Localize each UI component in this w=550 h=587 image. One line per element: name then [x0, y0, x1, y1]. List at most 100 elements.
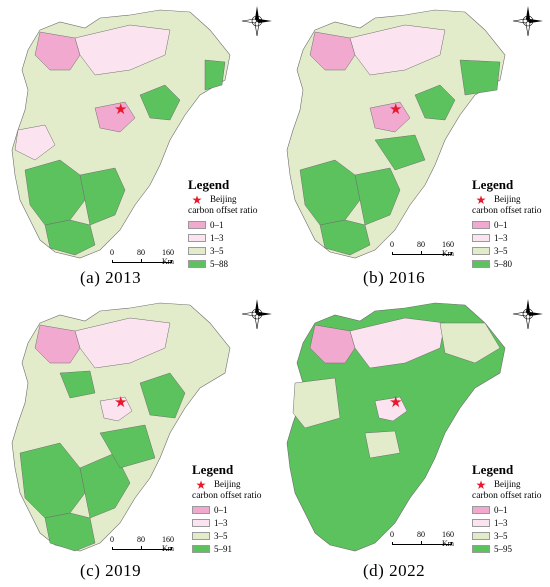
swatch-3-5 [472, 532, 490, 540]
scale-bar: 0 80 160 Km [110, 248, 180, 266]
legend-subtitle: carbon offset ratio [472, 491, 542, 501]
region-map [286, 302, 506, 552]
region-pink-beijing [369, 101, 411, 133]
region-map [11, 9, 231, 259]
star-icon: ★ [475, 192, 487, 207]
scale-mid: 80 [417, 240, 425, 249]
panel-caption: (c) 2019 [80, 561, 142, 580]
swatch-0-1 [192, 506, 210, 514]
swatch-1-3 [472, 234, 490, 242]
legend: Legend ★ Beijing carbon offset ratio 0–1 … [192, 463, 261, 556]
class-label: 3–5 [494, 245, 508, 256]
region-pink-beijing [374, 396, 408, 422]
map-panel-d: ★ Legend ★ Beijing carbon offset ratio 0–… [275, 293, 550, 586]
region-green-1 [19, 442, 86, 519]
legend-title: Legend [192, 462, 234, 477]
swatch-0-1 [472, 506, 490, 514]
legend-title: Legend [472, 177, 514, 192]
swatch-0-1 [188, 221, 206, 229]
region-green-2 [354, 167, 401, 226]
region-green-5 [204, 59, 226, 91]
panel-caption: (b) 2016 [363, 268, 426, 287]
beijing-label: Beijing [494, 194, 521, 204]
region-pink-light-north [349, 317, 446, 369]
region-pink-light-north [349, 24, 446, 76]
region-green-4 [139, 84, 181, 121]
class-label: 5–91 [214, 543, 232, 554]
region-green-1 [299, 159, 361, 226]
scale-bar: 0 80 160 Km [390, 530, 460, 548]
swatch-5-max [472, 545, 490, 553]
class-label: 5–88 [210, 258, 228, 269]
region-green-5 [459, 59, 501, 96]
class-label: 3–5 [494, 530, 508, 541]
scale-max: 160 Km [162, 535, 174, 553]
region-pink-light-north [74, 24, 171, 76]
swatch-3-5 [472, 247, 490, 255]
scale-mid: 80 [417, 530, 425, 539]
scale-bar: 0 80 160 Km [110, 535, 180, 553]
region-green-2 [79, 167, 126, 226]
panel-caption: (a) 2013 [80, 268, 142, 287]
legend: Legend ★ Beijing carbon offset ratio 0–1 … [188, 178, 257, 271]
scale-mid: 80 [137, 248, 145, 257]
region-green-3 [44, 512, 96, 552]
swatch-1-3 [192, 519, 210, 527]
region-base [286, 302, 506, 552]
region-pink-light-west [14, 124, 56, 161]
class-label: 1–3 [214, 517, 228, 528]
swatch-1-3 [472, 519, 490, 527]
map-panel-b: ★ Legend ★ Beijing carbon offset ratio 0–… [275, 0, 550, 293]
panel-caption: (d) 2022 [363, 561, 426, 580]
scale-zero: 0 [390, 240, 394, 249]
beijing-marker: ★ [389, 395, 403, 411]
scale-zero: 0 [110, 248, 114, 257]
region-pale-green-3 [364, 430, 401, 459]
legend: Legend ★ Beijing carbon offset ratio 0–1 … [472, 463, 541, 556]
beijing-label: Beijing [494, 479, 521, 489]
star-icon: ★ [475, 477, 487, 492]
class-label: 3–5 [210, 245, 224, 256]
scale-max: 160 Km [442, 530, 454, 548]
swatch-5-max [188, 260, 206, 268]
region-green-4 [139, 372, 186, 419]
scale-zero: 0 [110, 535, 114, 544]
compass-icon [241, 299, 272, 330]
region-green-5 [59, 370, 96, 399]
star-icon: ★ [195, 477, 207, 492]
compass-icon [241, 6, 272, 37]
class-label: 5–95 [494, 543, 512, 554]
star-icon: ★ [191, 192, 203, 207]
region-pale-green-1 [439, 322, 501, 364]
class-label: 5–80 [494, 258, 512, 269]
beijing-label: Beijing [210, 194, 237, 204]
class-label: 3–5 [214, 530, 228, 541]
legend: Legend ★ Beijing carbon offset ratio 0–1 … [472, 178, 541, 271]
region-pink-beijing [99, 396, 133, 422]
region-green-6 [99, 424, 156, 469]
swatch-3-5 [192, 532, 210, 540]
swatch-1-3 [188, 234, 206, 242]
beijing-marker: ★ [114, 102, 128, 118]
legend-subtitle: carbon offset ratio [192, 491, 262, 501]
map-panel-c: ★ Legend ★ Beijing carbon offset ratio 0–… [0, 293, 275, 586]
swatch-5-max [472, 260, 490, 268]
beijing-label: Beijing [214, 479, 241, 489]
region-green-6 [374, 134, 426, 171]
swatch-0-1 [472, 221, 490, 229]
region-pink-light-north [74, 317, 171, 369]
region-map [286, 9, 506, 259]
class-label: 1–3 [494, 517, 508, 528]
map-panel-a: ★ Legend ★ Beijing carbon offset ratio 0–… [0, 0, 275, 293]
legend-subtitle: carbon offset ratio [472, 206, 542, 216]
region-green-4 [414, 84, 456, 121]
class-label: 0–1 [210, 219, 224, 230]
legend-title: Legend [472, 462, 514, 477]
scale-max: 160 Km [442, 240, 454, 258]
class-label: 0–1 [494, 504, 508, 515]
compass-icon [512, 299, 543, 330]
class-label: 1–3 [210, 232, 224, 243]
compass-icon [512, 6, 543, 37]
region-pale-green-2 [292, 377, 341, 429]
scale-mid: 80 [137, 535, 145, 544]
